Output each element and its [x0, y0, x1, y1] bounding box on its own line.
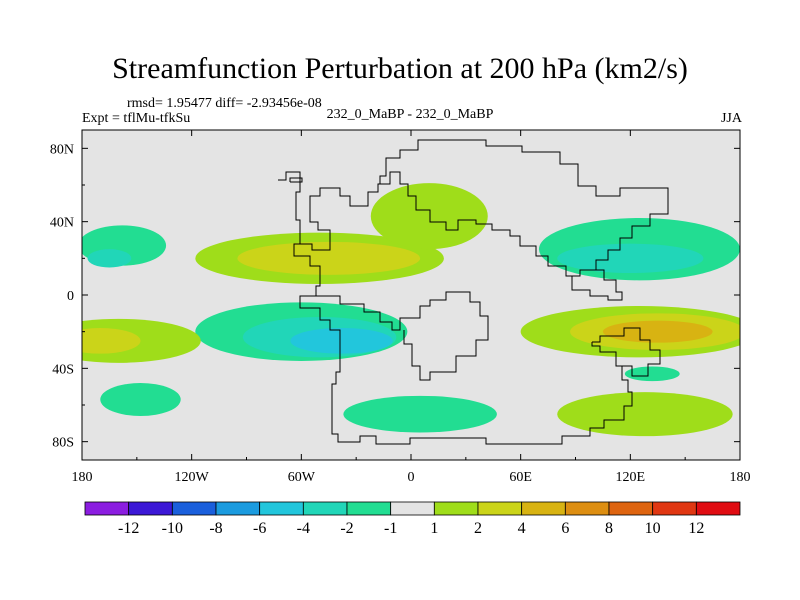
colorbar-swatch [346, 501, 392, 516]
coastline [289, 177, 303, 183]
continent-outline-africa [316, 291, 489, 381]
x-tick-label: 60E [509, 470, 532, 485]
continent-outline-australia [591, 327, 661, 377]
colorbar-label: 4 [518, 520, 526, 537]
colorbar-swatch [302, 501, 348, 516]
colorbar-swatch [215, 501, 261, 516]
x-tick-label: 60W [288, 470, 316, 485]
contour-region [82, 328, 141, 354]
y-axis: 80N 40N 0 40S 80S [50, 142, 740, 451]
colorbar-swatch [171, 501, 217, 516]
contour-region [87, 249, 132, 268]
colorbar-label: -4 [297, 520, 310, 537]
colorbar-label: 12 [688, 520, 704, 537]
colorbar-label: 1 [430, 520, 438, 537]
colorbar-swatch [564, 501, 610, 516]
colorbar-label: -10 [162, 520, 183, 537]
chart-title: Streamfunction Perturbation at 200 hPa (… [112, 52, 688, 85]
colorbar-swatch [128, 501, 173, 516]
contour-region [624, 366, 680, 382]
contour-region [602, 320, 713, 343]
contour-field [82, 183, 740, 437]
contour-region [100, 383, 181, 416]
contour-region [557, 392, 733, 437]
colorbar-swatch [390, 501, 435, 516]
x-tick-label: 0 [408, 470, 415, 485]
x-axis: 180 120W 60W 0 60E 120E 180 [72, 130, 751, 485]
colorbar-label: 6 [561, 520, 569, 537]
continent-outline-north [300, 139, 669, 277]
x-tick-label: 120W [175, 470, 210, 485]
contour-region [343, 395, 497, 433]
colorbar-label: 10 [645, 520, 661, 537]
colorbar-swatch [652, 501, 697, 516]
contour-region [237, 241, 421, 275]
colorbar-swatch [84, 501, 130, 516]
colorbar-label: -8 [209, 520, 222, 537]
colorbar: -12 -10 -8 -6 -4 -2 -1 1 2 4 6 8 10 12 [84, 501, 741, 537]
colorbar-label: 2 [474, 520, 482, 537]
colorbar-swatch [259, 501, 304, 516]
y-tick-label: 40N [50, 216, 74, 231]
colorbar-label: -12 [118, 520, 139, 537]
y-tick-label: 80N [50, 142, 74, 157]
contour-region [290, 328, 393, 354]
x-tick-label: 180 [72, 470, 93, 485]
y-tick-label: 80S [52, 436, 74, 451]
colorbar-label: 8 [605, 520, 613, 537]
colorbar-label: -1 [384, 520, 397, 537]
colorbar-swatch [433, 501, 479, 516]
colorbar-swatch [477, 501, 523, 516]
y-tick-label: 0 [67, 289, 74, 304]
continent-outline-eastasia [565, 266, 623, 301]
y-tick-label: 40S [52, 362, 74, 377]
season-label: JJA [720, 111, 742, 126]
colorbar-swatch [608, 501, 654, 516]
colorbar-label: -2 [340, 520, 353, 537]
contour-region [557, 243, 704, 273]
x-tick-label: 180 [730, 470, 751, 485]
center-label: 232_0_MaBP - 232_0_MaBP [326, 107, 494, 122]
experiment-label: Expt = tflMu-tfkSu [82, 111, 191, 126]
x-tick-label: 120E [616, 470, 646, 485]
colorbar-label: -6 [253, 520, 266, 537]
continent-outline-americas [278, 171, 633, 445]
colorbar-swatch [695, 501, 741, 516]
colorbar-swatch [521, 501, 566, 516]
contour-region [370, 183, 488, 250]
stats-label: rmsd= 1.95477 diff= -2.93456e-08 [127, 96, 322, 111]
